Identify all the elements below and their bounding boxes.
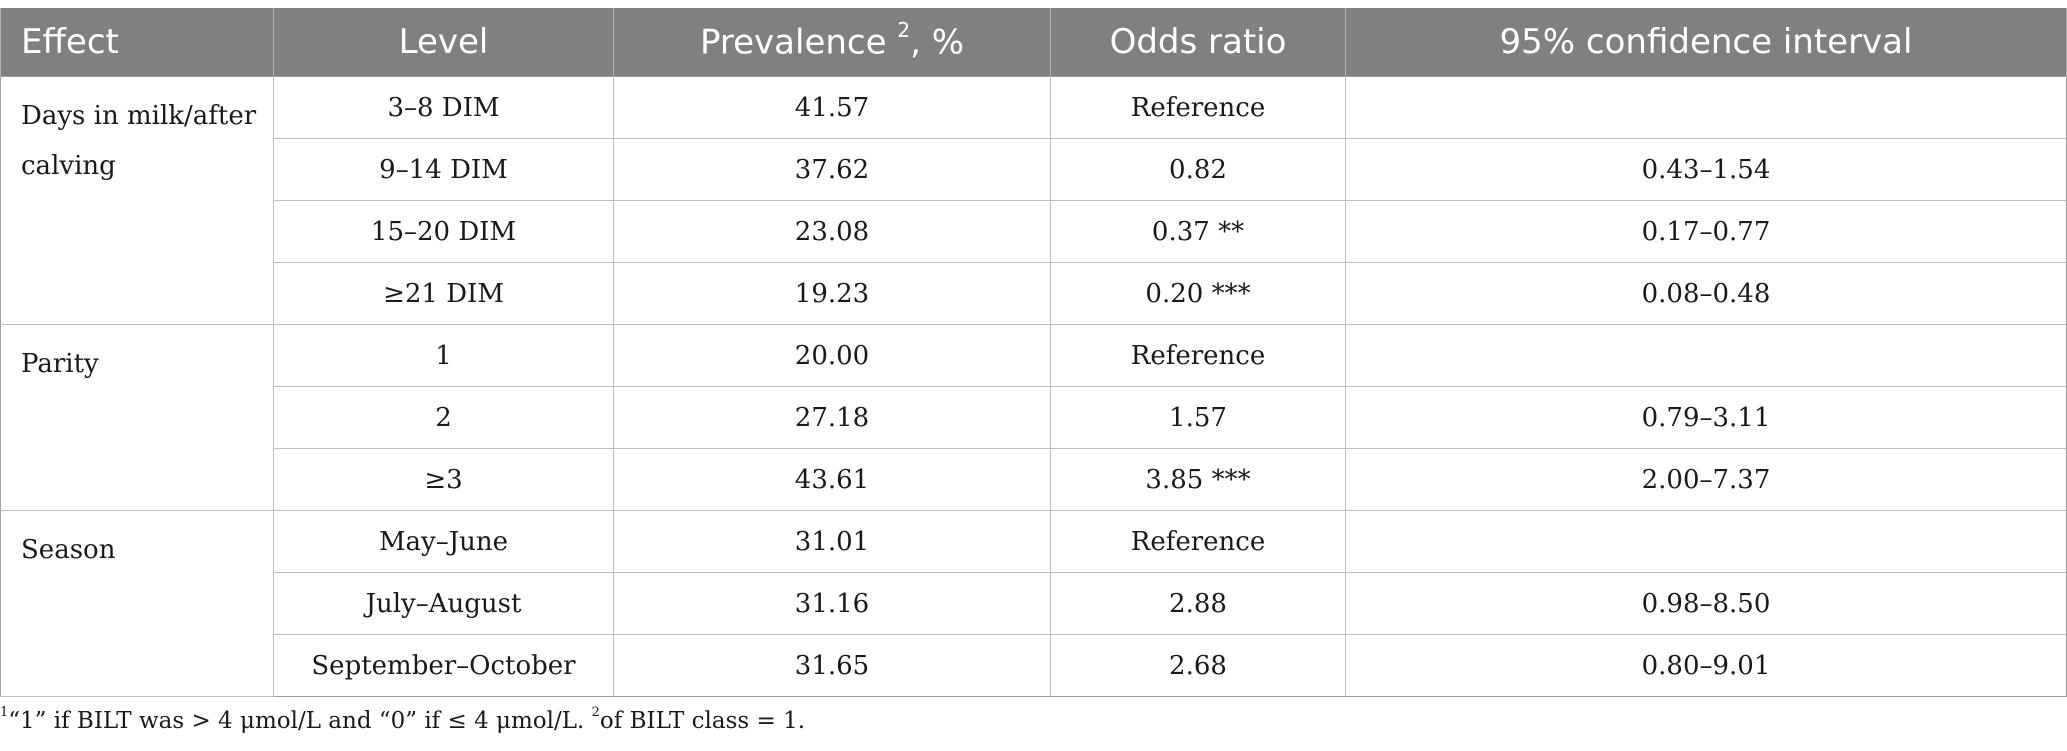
table-footnote: 1“1” if BILT was > 4 μmol/L and “0” if ≤… <box>0 705 806 734</box>
level-cell: 3–8 DIM <box>273 76 614 139</box>
odds-ratio-cell: Reference <box>1050 76 1346 139</box>
level-cell: 15–20 DIM <box>273 200 614 263</box>
header-effect: Effect <box>0 8 274 77</box>
footnote-marker-2: 2 <box>591 705 600 721</box>
prevalence-cell: 43.61 <box>613 448 1051 511</box>
effect-cell-days-in-milk: Days in milk/after calving <box>0 76 274 325</box>
level-cell: May–June <box>273 510 614 573</box>
results-table-container: Effect Level Prevalence 2, % Odds ratio … <box>0 8 2067 697</box>
odds-ratio-cell: 0.37 ** <box>1050 200 1346 263</box>
prevalence-cell: 23.08 <box>613 200 1051 263</box>
odds-ratio-cell: 2.88 <box>1050 572 1346 635</box>
header-prevalence-footnote-marker: 2 <box>897 17 911 42</box>
ci-cell: 0.43–1.54 <box>1345 138 2067 201</box>
ci-cell <box>1345 324 2067 387</box>
table-row: Parity 1 20.00 Reference <box>0 324 2067 511</box>
ci-cell: 0.79–3.11 <box>1345 386 2067 449</box>
prevalence-cell: 37.62 <box>613 138 1051 201</box>
table-row: 9–14 DIM 37.62 0.82 0.43–1.54 <box>1 138 2067 201</box>
odds-ratio-cell: 0.20 *** <box>1050 262 1346 325</box>
odds-ratio-table: Effect Level Prevalence 2, % Odds ratio … <box>0 8 2067 697</box>
prevalence-cell: 27.18 <box>613 386 1051 449</box>
table-row: ≥21 DIM 19.23 0.20 *** 0.08–0.48 <box>1 262 2067 325</box>
header-level: Level <box>273 8 614 77</box>
ci-cell: 0.80–9.01 <box>1345 634 2067 697</box>
table-row: 2 27.18 1.57 0.79–3.11 <box>1 386 2067 449</box>
ci-cell <box>1345 76 2067 139</box>
table-row: 15–20 DIM 23.08 0.37 ** 0.17–0.77 <box>1 200 2067 263</box>
table-row: Season May–June 31.01 Reference <box>0 510 2067 697</box>
prevalence-cell: 19.23 <box>613 262 1051 325</box>
level-cell: 9–14 DIM <box>273 138 614 201</box>
ci-cell: 0.08–0.48 <box>1345 262 2067 325</box>
header-row: Effect Level Prevalence 2, % Odds ratio … <box>0 8 2067 77</box>
prevalence-cell: 31.16 <box>613 572 1051 635</box>
footnote-text-2: of BILT class = 1. <box>599 708 806 734</box>
prevalence-cell: 31.01 <box>613 510 1051 573</box>
header-prevalence-label: Prevalence <box>699 22 887 63</box>
prevalence-cell: 41.57 <box>613 76 1051 139</box>
odds-ratio-cell: Reference <box>1050 510 1346 573</box>
ci-cell: 2.00–7.37 <box>1345 448 2067 511</box>
effect-cell-parity: Parity <box>0 324 274 511</box>
level-cell: ≥21 DIM <box>273 262 614 325</box>
table-row: Days in milk/after calving 3–8 DIM 41.57… <box>0 76 2067 325</box>
table-row: July–August 31.16 2.88 0.98–8.50 <box>1 572 2067 635</box>
odds-ratio-cell: 2.68 <box>1050 634 1346 697</box>
table-row: September–October 31.65 2.68 0.80–9.01 <box>1 634 2067 697</box>
header-prevalence-suffix: , % <box>910 22 964 63</box>
level-cell: ≥3 <box>273 448 614 511</box>
ci-cell: 0.17–0.77 <box>1345 200 2067 263</box>
prevalence-cell: 31.65 <box>613 634 1051 697</box>
odds-ratio-cell: Reference <box>1050 324 1346 387</box>
header-odds-ratio: Odds ratio <box>1050 8 1346 77</box>
odds-ratio-cell: 1.57 <box>1050 386 1346 449</box>
footnote-text-1: “1” if BILT was > 4 μmol/L and “0” if ≤ … <box>8 708 592 734</box>
ci-cell <box>1345 510 2067 573</box>
effect-cell-season: Season <box>0 510 274 697</box>
level-cell: 1 <box>273 324 614 387</box>
ci-cell: 0.98–8.50 <box>1345 572 2067 635</box>
table-row: ≥3 43.61 3.85 *** 2.00–7.37 <box>1 448 2067 511</box>
level-cell: 2 <box>273 386 614 449</box>
prevalence-cell: 20.00 <box>613 324 1051 387</box>
level-cell: September–October <box>273 634 614 697</box>
odds-ratio-cell: 3.85 *** <box>1050 448 1346 511</box>
footnote-marker-1: 1 <box>0 705 9 721</box>
odds-ratio-cell: 0.82 <box>1050 138 1346 201</box>
header-confidence-interval: 95% confidence interval <box>1345 8 2067 77</box>
header-prevalence: Prevalence 2, % <box>613 8 1051 77</box>
level-cell: July–August <box>273 572 614 635</box>
